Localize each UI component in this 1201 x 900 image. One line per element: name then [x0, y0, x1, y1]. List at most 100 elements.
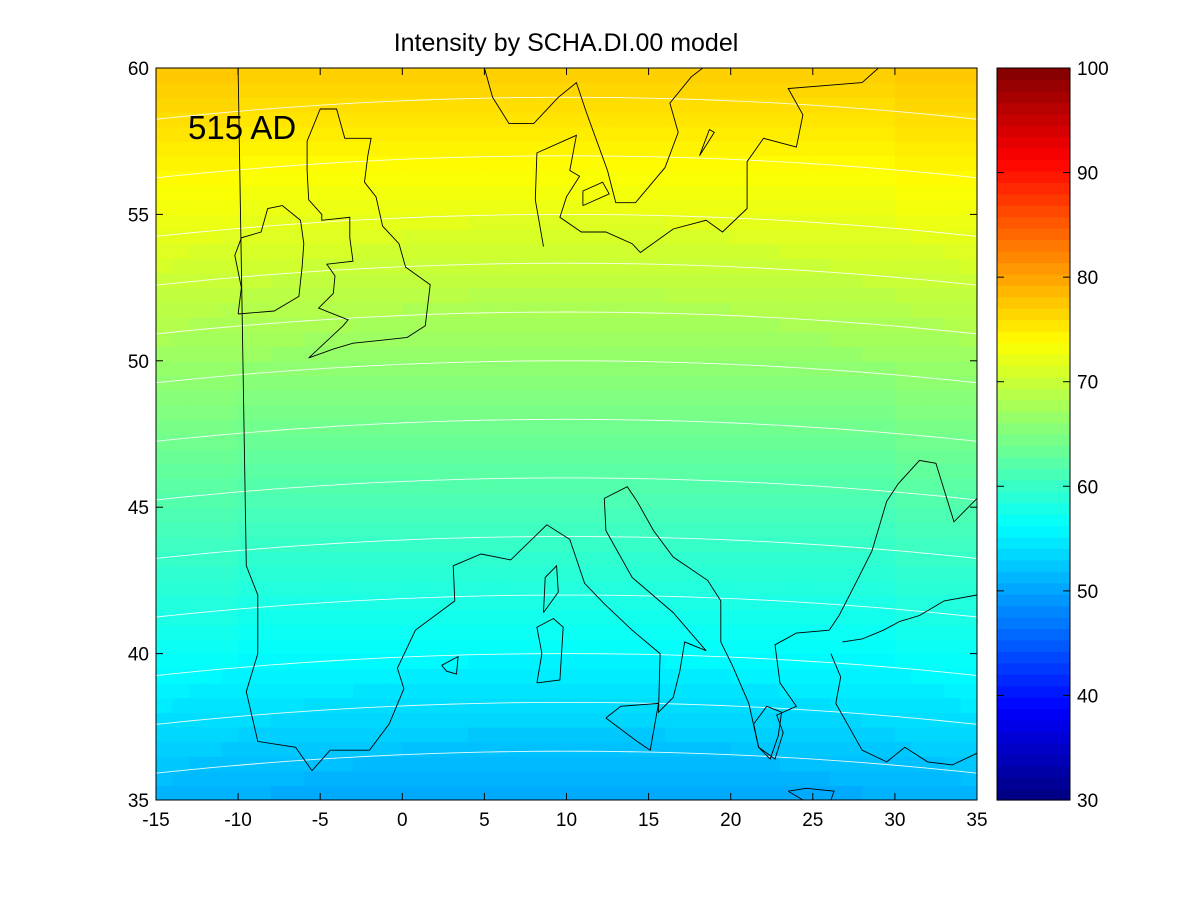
field-cell [944, 199, 962, 216]
field-cell [353, 580, 371, 596]
field-cell [911, 360, 929, 377]
field-cell [550, 170, 568, 186]
field-cell [665, 155, 683, 172]
field-cell [336, 551, 354, 567]
field-cell [484, 199, 502, 216]
field-cell [730, 375, 748, 391]
field-cell [730, 199, 748, 216]
field-cell [582, 243, 601, 260]
field-cell [369, 551, 387, 567]
field-cell [550, 580, 568, 596]
field-cell [188, 126, 206, 142]
colorbar-band [997, 136, 1070, 149]
field-cell [336, 331, 354, 347]
field-cell [336, 185, 354, 201]
field-cell [467, 111, 486, 128]
field-cell [862, 448, 880, 464]
field-cell [648, 492, 666, 508]
field-cell [254, 565, 272, 582]
field-cell [927, 595, 945, 611]
field-cell [665, 360, 683, 377]
field-cell [582, 785, 601, 800]
field-cell [665, 756, 683, 772]
field-cell [648, 287, 666, 303]
field-cell [845, 668, 863, 684]
field-cell [845, 170, 863, 186]
field-cell [484, 97, 502, 113]
field-cell [435, 653, 453, 669]
field-cell [484, 68, 502, 84]
field-cell [845, 360, 863, 377]
field-cell [878, 770, 896, 787]
field-cell [188, 68, 206, 84]
field-cell [517, 565, 535, 582]
field-cell [188, 448, 206, 464]
field-cell [747, 741, 765, 757]
field-cell [172, 404, 190, 421]
field-cell [533, 770, 551, 787]
field-cell [238, 507, 256, 523]
field-cell [599, 302, 617, 318]
field-cell [599, 580, 617, 596]
field-cell [878, 111, 896, 128]
field-cell [418, 551, 436, 567]
field-cell [714, 785, 732, 800]
field-cell [779, 111, 798, 128]
field-cell [714, 434, 732, 450]
colorbar-band [997, 502, 1070, 515]
field-cell [681, 536, 699, 552]
field-cell [615, 434, 633, 450]
field-cell [517, 141, 535, 157]
field-cell [287, 214, 305, 230]
field-cell [878, 682, 896, 699]
field-cell [238, 155, 256, 172]
field-cell [747, 346, 765, 362]
x-tick-label: 35 [966, 810, 987, 831]
field-cell [582, 770, 601, 787]
field-cell [385, 214, 403, 230]
field-cell [960, 185, 977, 201]
field-cell [500, 68, 518, 84]
field-cell [566, 68, 584, 84]
field-cell [254, 302, 272, 318]
field-cell [369, 170, 387, 186]
field-cell [763, 331, 781, 347]
field-cell [254, 624, 272, 640]
colorbar-band [997, 719, 1070, 732]
coast-corsica [543, 564, 559, 613]
field-cell [812, 434, 830, 450]
field-cell [484, 609, 502, 626]
field-cell [615, 258, 633, 274]
field-cell [599, 111, 617, 128]
field-cell [894, 434, 913, 450]
field-cell [451, 668, 469, 684]
field-cell [402, 375, 420, 391]
field-cell [615, 185, 633, 201]
field-cell [681, 668, 699, 684]
field-cell [484, 770, 502, 787]
field-cell [156, 346, 174, 362]
field-cell [221, 229, 239, 245]
field-cell [418, 741, 436, 757]
field-cell [500, 595, 518, 611]
field-cell [615, 404, 633, 421]
field-cell [697, 302, 715, 318]
field-cell [320, 68, 338, 84]
field-cell [353, 756, 371, 772]
field-cell [369, 390, 387, 406]
field-cell [615, 624, 633, 640]
field-cell [927, 741, 945, 757]
field-cell [681, 229, 699, 245]
field-cell [845, 609, 863, 626]
field-cell [665, 82, 683, 98]
field-cell [435, 448, 453, 464]
field-cell [353, 272, 371, 289]
field-cell [615, 199, 633, 216]
field-cell [402, 477, 420, 494]
field-cell [336, 477, 354, 494]
coast-peloponnese [753, 705, 783, 760]
field-cell [845, 551, 863, 567]
field-cell [484, 302, 502, 318]
field-cell [894, 595, 913, 611]
field-cell [665, 580, 683, 596]
